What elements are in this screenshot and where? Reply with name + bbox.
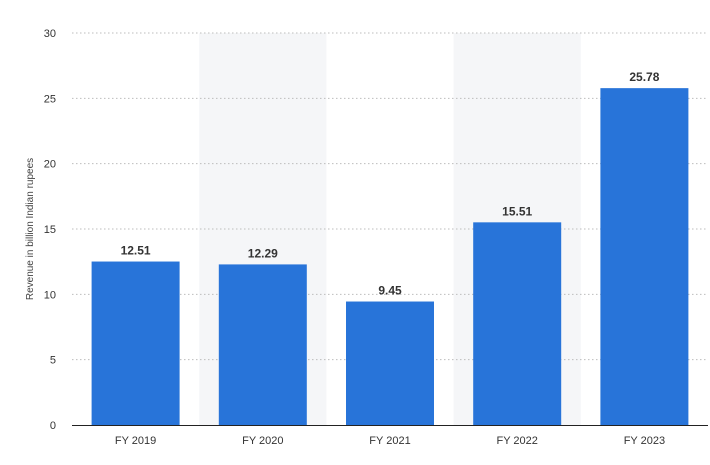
x-axis-ticks: FY 2019 FY 2020 FY 2021 FY 2022 FY 2023	[115, 435, 665, 447]
y-tick-label: 20	[44, 159, 56, 171]
x-tick-label: FY 2019	[115, 435, 156, 447]
x-tick-label: FY 2020	[242, 435, 283, 447]
bar[interactable]	[346, 301, 434, 425]
bars	[91, 88, 689, 426]
bar[interactable]	[218, 264, 307, 425]
bar[interactable]	[91, 261, 180, 425]
y-tick-label: 25	[44, 93, 56, 105]
y-axis-title: Revenue in billion Indian rupees	[25, 158, 36, 300]
y-tick-label: 5	[50, 355, 56, 367]
bar-value-label: 25.78	[629, 70, 659, 84]
value-labels: 12.51 12.29 9.45 15.51 25.78	[121, 70, 660, 297]
y-tick-label: 10	[44, 289, 56, 301]
bar[interactable]	[473, 222, 562, 425]
x-tick-label: FY 2021	[369, 435, 410, 447]
y-tick-label: 0	[50, 420, 56, 432]
x-tick-label: FY 2023	[624, 435, 665, 447]
x-tick-label: FY 2022	[497, 435, 538, 447]
bar-value-label: 12.29	[248, 246, 278, 260]
bar-value-label: 12.51	[121, 244, 151, 258]
y-tick-label: 30	[44, 28, 56, 40]
y-axis-ticks: 0 5 10 15 20 25 30	[44, 28, 56, 432]
y-tick-label: 15	[44, 224, 56, 236]
bar-value-label: 15.51	[502, 204, 532, 218]
bar-value-label: 9.45	[378, 284, 402, 298]
bar[interactable]	[600, 88, 689, 426]
